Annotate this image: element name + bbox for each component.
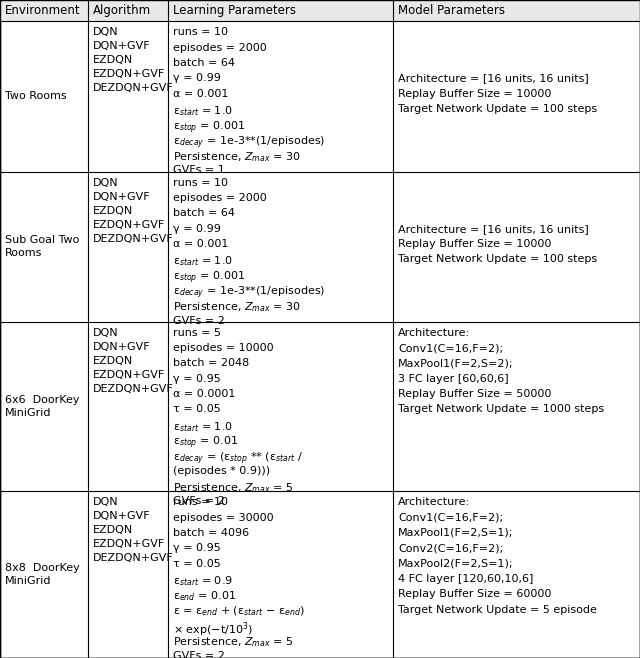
Text: γ = 0.99: γ = 0.99 xyxy=(173,224,221,234)
Text: Learning Parameters: Learning Parameters xyxy=(173,4,296,17)
Text: MaxPool1(F=2,S=2);: MaxPool1(F=2,S=2); xyxy=(398,359,513,368)
Text: episodes = 2000: episodes = 2000 xyxy=(173,43,267,53)
Text: Target Network Update = 1000 steps: Target Network Update = 1000 steps xyxy=(398,405,604,415)
Text: Replay Buffer Size = 60000: Replay Buffer Size = 60000 xyxy=(398,590,552,599)
Text: τ = 0.05: τ = 0.05 xyxy=(173,405,221,415)
Text: ε$_{start}$ = 1.0: ε$_{start}$ = 1.0 xyxy=(173,104,233,118)
Text: Target Network Update = 5 episode: Target Network Update = 5 episode xyxy=(398,605,597,615)
Text: γ = 0.95: γ = 0.95 xyxy=(173,544,221,553)
Text: DQN
DQN+GVF
EZDQN
EZDQN+GVF
DEZDQN+GVF: DQN DQN+GVF EZDQN EZDQN+GVF DEZDQN+GVF xyxy=(93,178,173,243)
Text: Architecture = [16 units, 16 units]: Architecture = [16 units, 16 units] xyxy=(398,224,589,234)
Text: runs = 10: runs = 10 xyxy=(173,28,228,38)
Text: Conv1(C=16,F=2);: Conv1(C=16,F=2); xyxy=(398,513,503,522)
Text: 4 FC layer [120,60,10,6]: 4 FC layer [120,60,10,6] xyxy=(398,574,533,584)
Text: Architecture = [16 units, 16 units]: Architecture = [16 units, 16 units] xyxy=(398,74,589,84)
Text: α = 0.001: α = 0.001 xyxy=(173,89,228,99)
Text: ε = ε$_{end}$ + (ε$_{start}$ − ε$_{end}$): ε = ε$_{end}$ + (ε$_{start}$ − ε$_{end}$… xyxy=(173,605,305,619)
Text: MaxPool2(F=2,S=1);: MaxPool2(F=2,S=1); xyxy=(398,559,513,569)
Text: episodes = 10000: episodes = 10000 xyxy=(173,343,274,353)
Text: batch = 64: batch = 64 xyxy=(173,58,235,68)
Text: Sub Goal Two
Rooms: Sub Goal Two Rooms xyxy=(5,235,79,258)
Text: Persistence, $Z_{max}$ = 30: Persistence, $Z_{max}$ = 30 xyxy=(173,150,301,164)
Text: Replay Buffer Size = 10000: Replay Buffer Size = 10000 xyxy=(398,89,552,99)
Text: GVFs = 2: GVFs = 2 xyxy=(173,316,225,326)
Text: runs = 5: runs = 5 xyxy=(173,328,221,338)
Text: batch = 64: batch = 64 xyxy=(173,208,235,218)
Text: Conv1(C=16,F=2);: Conv1(C=16,F=2); xyxy=(398,343,503,353)
Text: (episodes * 0.9))): (episodes * 0.9))) xyxy=(173,466,270,476)
Text: DQN
DQN+GVF
EZDQN
EZDQN+GVF
DEZDQN+GVF: DQN DQN+GVF EZDQN EZDQN+GVF DEZDQN+GVF xyxy=(93,497,173,563)
Text: Persistence, $Z_{max}$ = 5: Persistence, $Z_{max}$ = 5 xyxy=(173,636,293,649)
Text: ε$_{stop}$ = 0.01: ε$_{stop}$ = 0.01 xyxy=(173,435,238,451)
Text: Target Network Update = 100 steps: Target Network Update = 100 steps xyxy=(398,254,597,265)
Text: GVFs = 2: GVFs = 2 xyxy=(173,496,225,507)
Text: ε$_{start}$ = 1.0: ε$_{start}$ = 1.0 xyxy=(173,254,233,268)
Text: batch = 4096: batch = 4096 xyxy=(173,528,249,538)
Text: ε$_{end}$ = 0.01: ε$_{end}$ = 0.01 xyxy=(173,590,236,603)
Text: 8x8  DoorKey
MiniGrid: 8x8 DoorKey MiniGrid xyxy=(5,563,80,586)
Text: Architecture:: Architecture: xyxy=(398,497,470,507)
Text: batch = 2048: batch = 2048 xyxy=(173,359,249,368)
Text: DQN
DQN+GVF
EZDQN
EZDQN+GVF
DEZDQN+GVF: DQN DQN+GVF EZDQN EZDQN+GVF DEZDQN+GVF xyxy=(93,28,173,93)
Bar xyxy=(0,0,640,21)
Text: ε$_{stop}$ = 0.001: ε$_{stop}$ = 0.001 xyxy=(173,270,245,286)
Text: ε$_{start}$ = 1.0: ε$_{start}$ = 1.0 xyxy=(173,420,233,434)
Text: Conv2(C=16,F=2);: Conv2(C=16,F=2); xyxy=(398,544,503,553)
Text: episodes = 30000: episodes = 30000 xyxy=(173,513,274,522)
Text: Two Rooms: Two Rooms xyxy=(5,91,67,101)
Text: α = 0.001: α = 0.001 xyxy=(173,239,228,249)
Text: runs = 10: runs = 10 xyxy=(173,497,228,507)
Text: ε$_{stop}$ = 0.001: ε$_{stop}$ = 0.001 xyxy=(173,119,245,136)
Text: MaxPool1(F=2,S=1);: MaxPool1(F=2,S=1); xyxy=(398,528,513,538)
Text: 6x6  DoorKey
MiniGrid: 6x6 DoorKey MiniGrid xyxy=(5,395,79,418)
Text: α = 0.0001: α = 0.0001 xyxy=(173,389,236,399)
Text: Architecture:: Architecture: xyxy=(398,328,470,338)
Text: γ = 0.99: γ = 0.99 xyxy=(173,73,221,84)
Text: ε$_{decay}$ = 1e-3**(1/episodes): ε$_{decay}$ = 1e-3**(1/episodes) xyxy=(173,135,325,151)
Text: γ = 0.95: γ = 0.95 xyxy=(173,374,221,384)
Text: Algorithm: Algorithm xyxy=(93,4,151,17)
Text: Target Network Update = 100 steps: Target Network Update = 100 steps xyxy=(398,104,597,114)
Text: GVFs = 2: GVFs = 2 xyxy=(173,651,225,658)
Text: runs = 10: runs = 10 xyxy=(173,178,228,188)
Text: 3 FC layer [60,60,6]: 3 FC layer [60,60,6] xyxy=(398,374,509,384)
Text: DQN
DQN+GVF
EZDQN
EZDQN+GVF
DEZDQN+GVF: DQN DQN+GVF EZDQN EZDQN+GVF DEZDQN+GVF xyxy=(93,328,173,393)
Text: ε$_{decay}$ = (ε$_{stop}$ ** (ε$_{start}$ /: ε$_{decay}$ = (ε$_{stop}$ ** (ε$_{start}… xyxy=(173,450,303,467)
Text: Replay Buffer Size = 50000: Replay Buffer Size = 50000 xyxy=(398,389,552,399)
Text: ε$_{start}$ = 0.9: ε$_{start}$ = 0.9 xyxy=(173,574,233,588)
Text: GVFs = 1: GVFs = 1 xyxy=(173,165,225,175)
Text: Replay Buffer Size = 10000: Replay Buffer Size = 10000 xyxy=(398,239,552,249)
Text: Persistence, $Z_{max}$ = 5: Persistence, $Z_{max}$ = 5 xyxy=(173,481,293,495)
Text: Model Parameters: Model Parameters xyxy=(398,4,505,17)
Text: ε$_{decay}$ = 1e-3**(1/episodes): ε$_{decay}$ = 1e-3**(1/episodes) xyxy=(173,285,325,301)
Text: × exp(−t/10$^3$): × exp(−t/10$^3$) xyxy=(173,620,253,638)
Text: episodes = 2000: episodes = 2000 xyxy=(173,193,267,203)
Text: τ = 0.05: τ = 0.05 xyxy=(173,559,221,569)
Text: Persistence, $Z_{max}$ = 30: Persistence, $Z_{max}$ = 30 xyxy=(173,300,301,314)
Text: Environment: Environment xyxy=(5,4,81,17)
